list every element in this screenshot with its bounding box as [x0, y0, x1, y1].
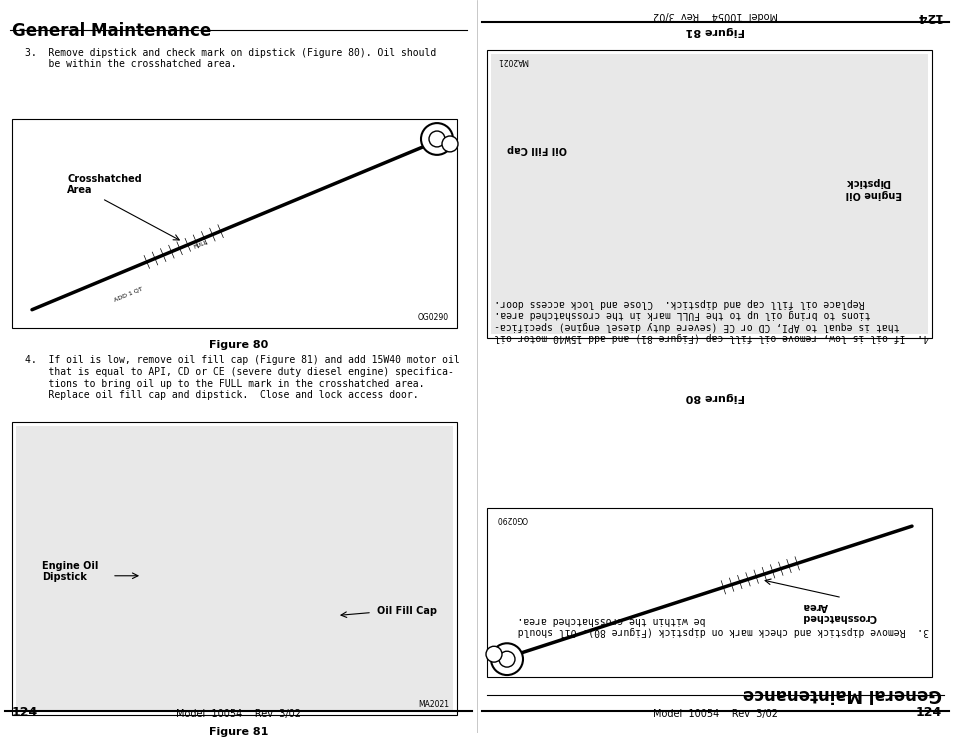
Text: ADD 1 QT: ADD 1 QT — [113, 286, 144, 303]
Text: FULL: FULL — [193, 240, 209, 250]
Text: 3.  Remove dipstick and check mark on dipstick (Figure 80). Oil should
    be wi: 3. Remove dipstick and check mark on dip… — [25, 48, 436, 69]
Text: 124: 124 — [915, 706, 941, 719]
Circle shape — [491, 644, 522, 675]
Circle shape — [485, 646, 501, 662]
Text: 124: 124 — [915, 10, 941, 23]
Text: MA2021: MA2021 — [417, 700, 449, 708]
Text: 4.  If oil is low, remove oil fill cap (Figure 81) and add 15W40 motor oil
    t: 4. If oil is low, remove oil fill cap (F… — [494, 297, 928, 342]
Text: Model  10054    Rev  3/02: Model 10054 Rev 3/02 — [175, 708, 301, 719]
Circle shape — [420, 123, 453, 155]
Bar — [12, 422, 456, 714]
Bar — [12, 119, 456, 328]
Bar — [486, 508, 931, 677]
Text: Figure 80: Figure 80 — [685, 392, 744, 402]
Bar — [491, 54, 927, 334]
Text: 3.  Remove dipstick and check mark on dipstick (Figure 80). Oil should
    be wi: 3. Remove dipstick and check mark on dip… — [517, 615, 928, 636]
Circle shape — [441, 136, 457, 152]
Bar — [486, 49, 931, 337]
Text: Engine Oil
Dipstick: Engine Oil Dipstick — [42, 561, 98, 582]
Text: 124: 124 — [12, 706, 38, 719]
Text: General Maintenance: General Maintenance — [742, 685, 941, 703]
Text: Oil Fill Cap: Oil Fill Cap — [376, 606, 436, 615]
Bar — [16, 426, 453, 711]
Text: Oil Fill Cap: Oil Fill Cap — [506, 144, 566, 154]
Text: Figure 81: Figure 81 — [209, 727, 268, 737]
Text: Model  10054    Rev  3/02: Model 10054 Rev 3/02 — [652, 708, 778, 719]
Circle shape — [429, 131, 444, 147]
Text: Engine Oil
Dipstick: Engine Oil Dipstick — [844, 177, 901, 199]
Text: General Maintenance: General Maintenance — [12, 22, 211, 40]
Text: Figure 80: Figure 80 — [209, 339, 268, 350]
Text: Crosshatched
Area: Crosshatched Area — [67, 173, 142, 196]
Text: OG0290: OG0290 — [417, 313, 449, 322]
Text: OG0290: OG0290 — [497, 514, 528, 523]
Text: Model  10054    Rev  3/02: Model 10054 Rev 3/02 — [652, 10, 778, 20]
Text: MA2021: MA2021 — [497, 55, 527, 65]
Text: 4.  If oil is low, remove oil fill cap (Figure 81) and add 15W40 motor oil
    t: 4. If oil is low, remove oil fill cap (F… — [25, 356, 459, 400]
Circle shape — [498, 651, 515, 667]
Text: Crosshatched
Area: Crosshatched Area — [801, 601, 876, 622]
Text: Figure 81: Figure 81 — [685, 26, 744, 35]
